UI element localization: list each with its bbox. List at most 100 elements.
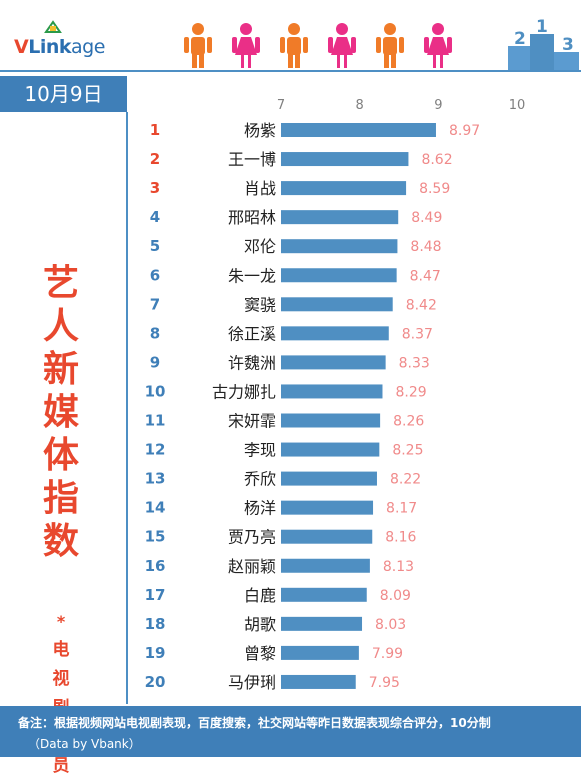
value-label: 8.13 (383, 559, 414, 575)
value-label: 8.03 (375, 617, 406, 633)
category-label: 乔欣 (244, 470, 276, 489)
rank-label: 16 (145, 557, 166, 575)
bar (281, 587, 367, 602)
header: VLinkage 2 1 3 (0, 0, 581, 72)
category-label: 窦骁 (244, 295, 276, 314)
footer-source: （Data by Vbank） (28, 737, 141, 751)
value-label: 8.62 (421, 152, 452, 168)
category-label: 古力娜扎 (212, 382, 276, 401)
bar-chart: 7 8 9 10 1 杨紫 8.97 2 王一博 8.62 3 肖战 8.59 4 邢昭林 8.49 5 邓伦 8.… (145, 98, 526, 692)
value-label: 8.97 (449, 123, 480, 139)
category-label: 杨洋 (244, 499, 276, 518)
podium-icon: 2 1 3 (508, 18, 579, 72)
rank-label: 9 (150, 353, 160, 371)
x-tick-label: 8 (356, 98, 364, 113)
side-panel: 艺 人 新 媒 体 指 数 * 电 视 剧 演 员 (0, 112, 128, 776)
rank-label: 18 (145, 615, 166, 633)
rank-label: 14 (145, 499, 166, 517)
bar (281, 326, 389, 341)
header-divider (0, 70, 581, 72)
person-pink-icon (328, 23, 356, 68)
x-tick-label: 10 (509, 98, 526, 113)
logo: VLinkage (14, 36, 105, 58)
logo-age: age (71, 36, 105, 58)
category-label: 邓伦 (244, 237, 276, 256)
value-label: 7.95 (369, 675, 400, 691)
rank-label: 15 (145, 528, 166, 546)
people-icons (184, 23, 452, 68)
bar (281, 355, 386, 370)
podium-digit-2: 2 (514, 29, 526, 49)
category-label: 朱一龙 (228, 266, 276, 285)
rank-label: 11 (145, 412, 166, 430)
category-label: 胡歌 (244, 615, 276, 634)
bar (281, 181, 407, 196)
side-title: 艺 人 新 媒 体 指 数 (0, 262, 122, 563)
bar (281, 268, 397, 283)
category-label: 邢昭林 (228, 208, 276, 227)
bar (281, 674, 356, 689)
value-label: 8.33 (399, 355, 430, 371)
footer: 备注：根据视频网站电视剧表现，百度搜索，社交网站等昨日数据表现综合评分，10分制… (0, 706, 581, 757)
rank-label: 3 (150, 179, 160, 197)
bar (281, 123, 436, 137)
value-label: 8.25 (392, 443, 423, 459)
category-label: 徐正溪 (228, 324, 276, 343)
rank-label: 2 (150, 150, 160, 168)
rank-label: 19 (145, 644, 166, 662)
category-label: 马伊琍 (228, 673, 276, 692)
rank-label: 1 (150, 121, 160, 139)
x-tick-label: 9 (434, 98, 442, 113)
value-label: 8.37 (402, 326, 433, 342)
person-pink-icon (424, 23, 452, 68)
bar (281, 152, 409, 167)
value-label: 8.09 (380, 588, 411, 604)
rank-label: 8 (150, 324, 160, 342)
value-label: 8.59 (419, 181, 450, 197)
value-label: 8.47 (410, 268, 441, 284)
bar (281, 384, 383, 399)
x-tick-label: 7 (277, 98, 285, 113)
rank-label: 4 (150, 208, 160, 226)
value-label: 8.49 (411, 210, 442, 226)
bar (281, 413, 381, 428)
value-label: 8.26 (393, 414, 424, 430)
category-label: 宋妍霏 (228, 412, 276, 431)
rank-label: 13 (145, 470, 166, 488)
category-label: 王一博 (228, 150, 276, 169)
category-label: 白鹿 (244, 586, 276, 605)
side-title-char: 新 (42, 349, 79, 390)
side-star: * (56, 612, 66, 631)
bar (281, 500, 374, 515)
person-orange-icon (184, 23, 212, 68)
logo-mark-icon (44, 20, 62, 33)
value-label: 7.99 (372, 646, 403, 662)
category-label: 曾黎 (244, 644, 276, 663)
rank-label: 12 (145, 441, 166, 459)
bar (281, 616, 363, 631)
value-label: 8.42 (406, 297, 437, 313)
side-title-char: 体 (42, 435, 79, 476)
value-label: 8.48 (410, 239, 441, 255)
value-label: 8.22 (390, 472, 421, 488)
side-title-char: 数 (42, 521, 79, 562)
bar (281, 645, 359, 660)
bar (281, 442, 380, 457)
bar (281, 529, 373, 544)
side-title-char: 人 (42, 306, 79, 347)
category-label: 杨紫 (244, 121, 276, 140)
rank-label: 6 (150, 266, 160, 284)
footer-note: 备注：根据视频网站电视剧表现，百度搜索，社交网站等昨日数据表现综合评分，10分制 (18, 716, 491, 730)
bar (281, 558, 370, 573)
rank-label: 17 (145, 586, 166, 604)
person-pink-icon (232, 23, 260, 68)
side-subtitle-char: 电 (52, 640, 70, 660)
podium-digit-3: 3 (562, 35, 574, 55)
rank-label: 5 (150, 237, 160, 255)
bar (281, 471, 377, 486)
side-title-char: 媒 (42, 392, 79, 433)
value-label: 8.29 (395, 384, 426, 400)
rank-label: 20 (145, 673, 166, 691)
rank-label: 10 (145, 382, 166, 400)
side-title-char: 指 (42, 478, 79, 519)
